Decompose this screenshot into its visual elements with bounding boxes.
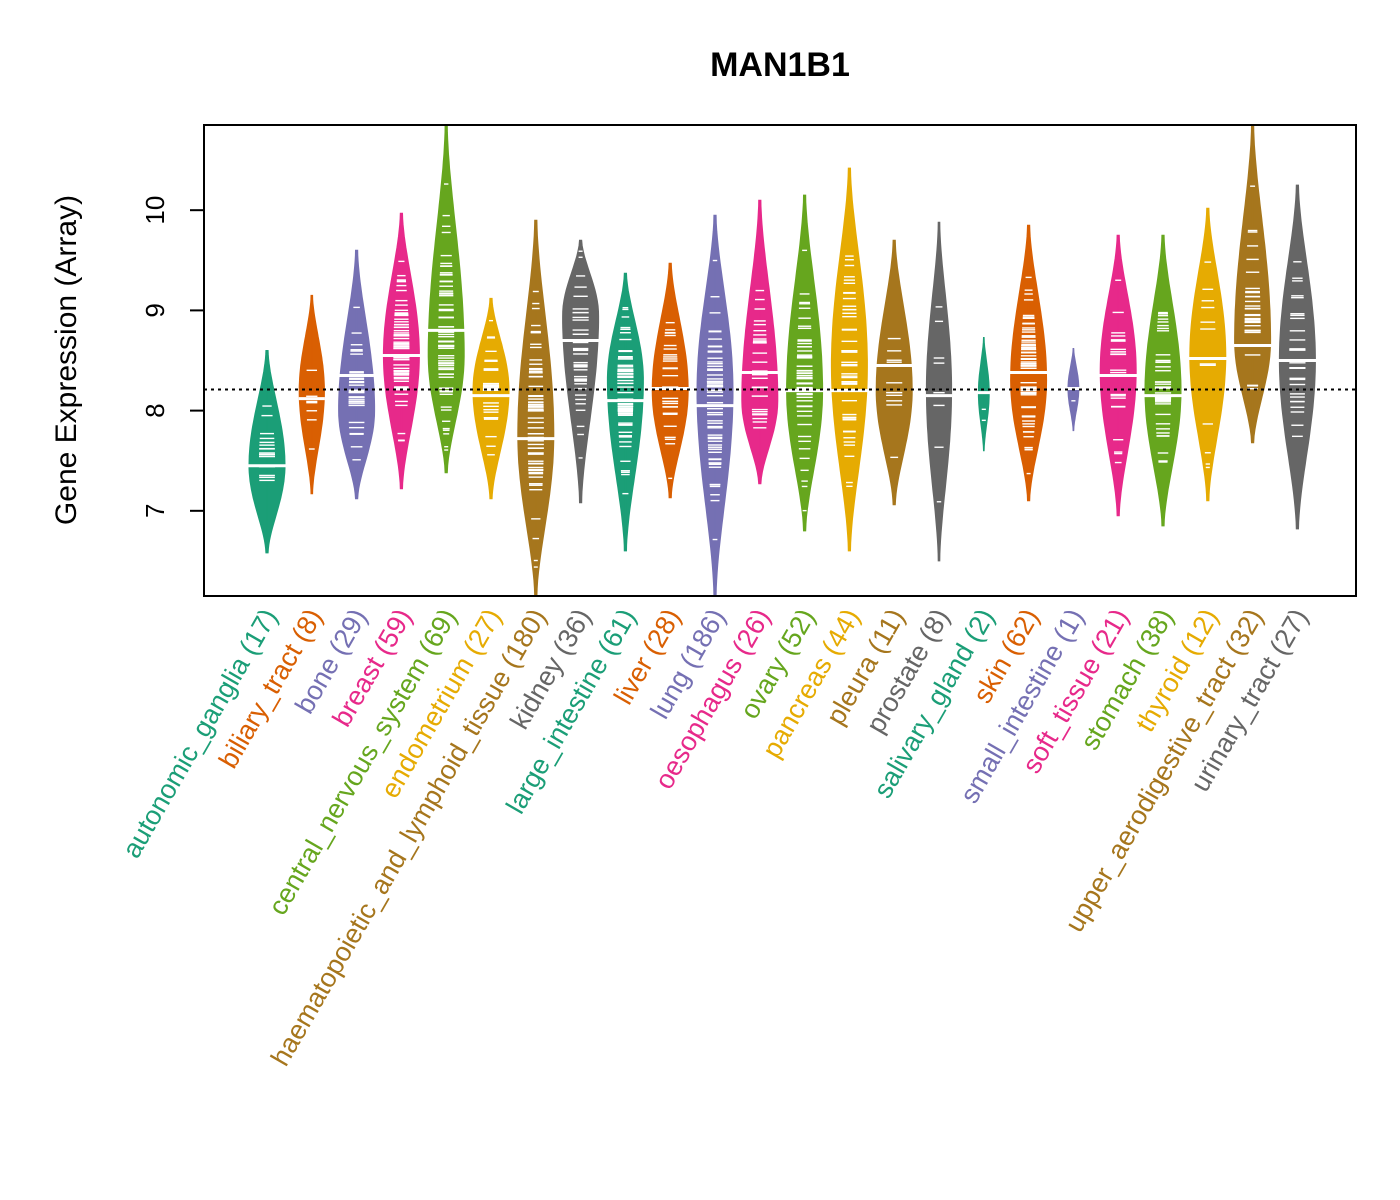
violin-skin [1009,224,1048,502]
violin-prostate [925,221,953,562]
violin-central_nervous_system [427,124,465,474]
violin-haematopoietic_and_lymphoid_tissue [516,219,555,597]
violin-pancreas [830,167,868,552]
x-axis-category-labels: autonomic_ganglia (17)biliary_tract (8)b… [116,604,1313,1071]
violin-biliary_tract [298,294,325,495]
y-tick-label: 7 [140,504,170,518]
chart-title: MAN1B1 [710,46,850,84]
y-axis-label: Gene Expression (Array) [50,195,83,525]
violin-soft_tissue [1099,234,1138,517]
violin-autonomic_ganglia [248,350,286,554]
violin-stomach [1144,234,1182,527]
violin-bone [338,249,376,500]
violin-salivary_gland [975,337,992,452]
violin-thyroid [1188,207,1227,502]
violin-urinary_tract [1278,184,1317,530]
y-tick-label: 8 [140,403,170,417]
violin-pleura [875,239,913,506]
violin-liver [651,262,690,499]
violin-kidney [562,239,600,504]
plot-frame [203,124,1357,597]
y-axis: 7 8 9 10 [140,196,204,518]
violin-ovary [785,194,824,532]
violin-lung [696,214,734,597]
y-tick-label: 9 [140,303,170,317]
violin-large_intestine [606,272,644,552]
violin-breast [382,212,421,490]
violin-upper_aerodigestive_tract [1233,124,1272,444]
y-tick-label: 10 [140,196,170,225]
violins-group [248,124,1317,597]
violin-oesophagus [741,199,779,485]
violin-endometrium [472,297,510,500]
